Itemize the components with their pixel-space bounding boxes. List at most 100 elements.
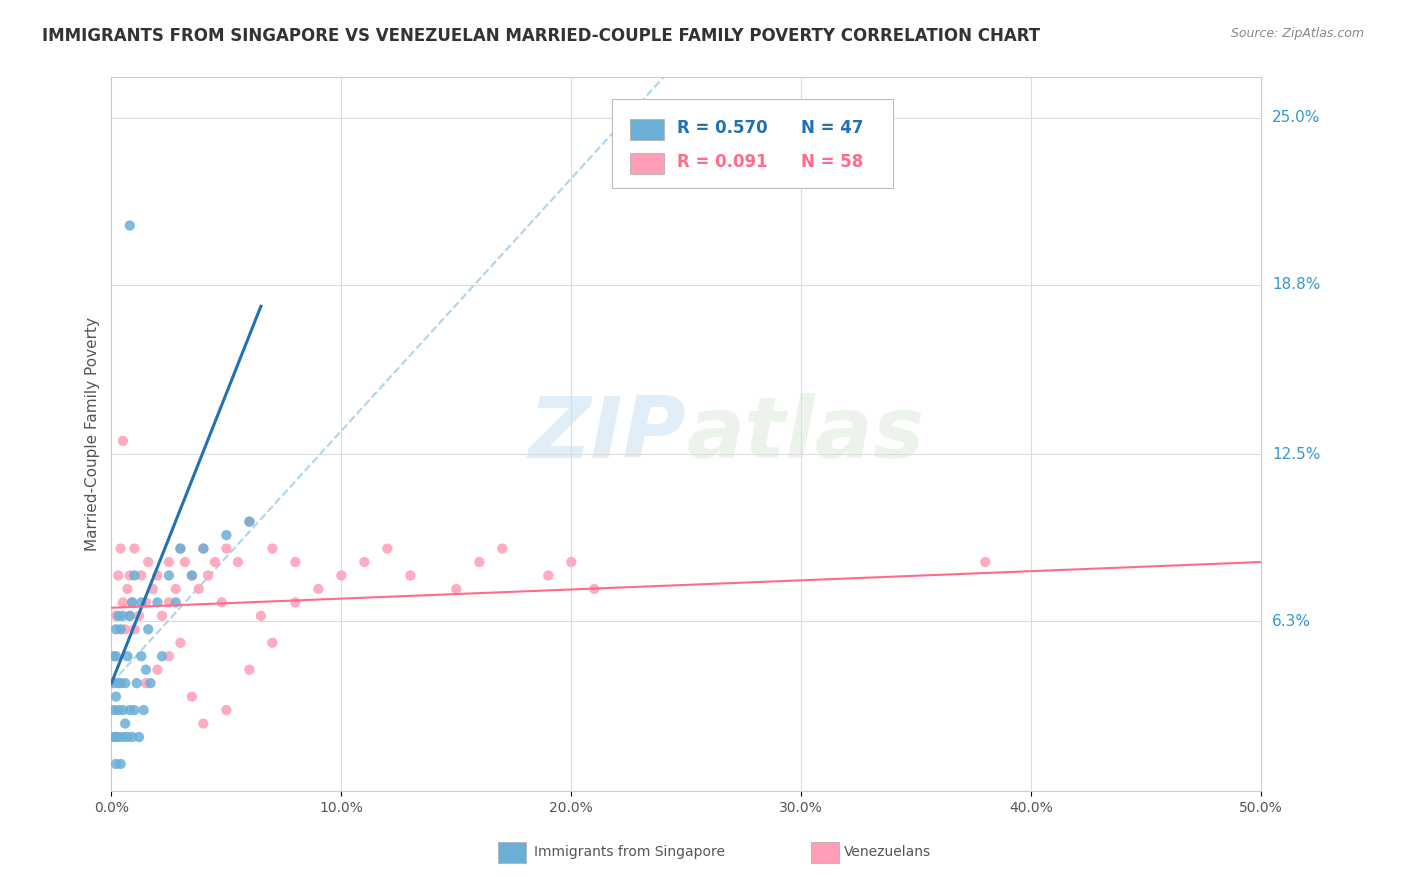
Point (187, 582, 209, 596)
Point (193, 541, 215, 556)
Text: N = 47: N = 47 (801, 120, 863, 137)
Point (139, 676, 162, 690)
Point (111, 703, 134, 717)
Point (110, 541, 132, 556)
Point (215, 703, 238, 717)
Point (117, 582, 139, 596)
Point (105, 690, 128, 704)
Point (150, 649, 173, 664)
Point (118, 608, 141, 623)
Point (377, 541, 399, 556)
FancyBboxPatch shape (612, 99, 893, 188)
Point (180, 568, 202, 582)
Point (491, 541, 513, 556)
Point (114, 716, 136, 731)
Text: Venezuelans: Venezuelans (844, 845, 931, 859)
Point (193, 541, 215, 556)
Point (128, 608, 150, 623)
Point (131, 649, 153, 664)
Text: IMMIGRANTS FROM SINGAPORE VS VENEZUELAN MARRIED-COUPLE FAMILY POVERTY CORRELATIO: IMMIGRANTS FROM SINGAPORE VS VENEZUELAN … (42, 27, 1040, 45)
Point (197, 568, 219, 582)
Point (114, 676, 136, 690)
Point (118, 703, 141, 717)
Point (105, 608, 128, 623)
Point (107, 608, 129, 623)
Point (146, 663, 169, 677)
Point (307, 582, 329, 596)
Point (131, 595, 153, 609)
Point (135, 663, 157, 677)
Point (124, 568, 146, 582)
Y-axis label: Married-Couple Family Poverty: Married-Couple Family Poverty (86, 318, 100, 551)
Point (169, 541, 191, 556)
Point (124, 703, 146, 717)
Point (103, 703, 125, 717)
Text: atlas: atlas (686, 392, 924, 475)
Point (560, 555, 582, 569)
Point (169, 636, 191, 650)
Point (105, 649, 128, 664)
Point (125, 676, 148, 690)
Point (110, 623, 132, 637)
Point (146, 568, 169, 582)
Point (117, 649, 139, 664)
Point (124, 541, 146, 556)
Point (165, 582, 187, 596)
Point (105, 623, 128, 637)
Point (157, 649, 180, 664)
Point (107, 730, 129, 744)
Point (169, 541, 191, 556)
Point (330, 568, 353, 582)
Point (111, 730, 134, 744)
Point (238, 515, 260, 529)
Point (157, 595, 180, 609)
Point (165, 595, 187, 609)
Point (215, 528, 238, 542)
Point (146, 595, 169, 609)
Text: 25.0%: 25.0% (1272, 111, 1320, 125)
Text: 6.3%: 6.3% (1272, 614, 1312, 629)
Point (284, 555, 307, 569)
Point (180, 690, 202, 704)
Point (121, 730, 143, 744)
Point (114, 623, 136, 637)
Point (157, 568, 180, 582)
Text: N = 58: N = 58 (801, 153, 863, 170)
Point (107, 676, 129, 690)
Point (128, 730, 150, 744)
FancyBboxPatch shape (630, 153, 665, 175)
Text: Immigrants from Singapore: Immigrants from Singapore (534, 845, 725, 859)
Point (132, 703, 155, 717)
Point (262, 636, 284, 650)
Point (446, 582, 468, 596)
Point (136, 555, 159, 569)
Point (105, 756, 128, 771)
Point (284, 595, 307, 609)
Point (107, 703, 129, 717)
Point (238, 515, 260, 529)
Point (262, 541, 284, 556)
Point (180, 568, 202, 582)
Text: ZIP: ZIP (529, 392, 686, 475)
Point (583, 582, 606, 596)
Point (537, 568, 560, 582)
Point (111, 595, 134, 609)
Point (118, 219, 141, 233)
Point (353, 555, 375, 569)
Point (211, 595, 233, 609)
Point (118, 608, 141, 623)
Point (107, 568, 129, 582)
Point (193, 716, 215, 731)
Point (238, 663, 260, 677)
Text: Source: ZipAtlas.com: Source: ZipAtlas.com (1230, 27, 1364, 40)
Point (142, 582, 165, 596)
Text: 12.5%: 12.5% (1272, 447, 1320, 462)
Point (118, 568, 141, 582)
Point (174, 555, 197, 569)
Point (135, 676, 157, 690)
Point (103, 649, 125, 664)
FancyBboxPatch shape (630, 119, 665, 140)
Point (103, 676, 125, 690)
Text: R = 0.570: R = 0.570 (678, 120, 768, 137)
Point (150, 608, 173, 623)
